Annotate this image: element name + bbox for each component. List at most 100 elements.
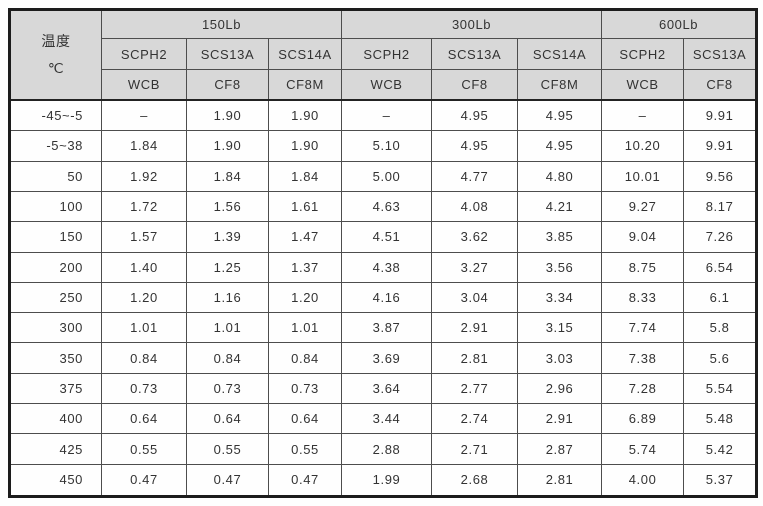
rating-value-cell: 5.6: [683, 342, 758, 374]
rating-value-cell: –: [601, 98, 685, 132]
class-header-150lb: 150Lb: [100, 9, 343, 39]
rating-value-cell: –: [101, 98, 187, 132]
table-header: 温度 ℃ 150Lb 300Lb 600Lb SCPH2 SCS13A SCS1…: [9, 9, 758, 100]
temperature-cell: 375: [9, 372, 102, 405]
rating-value-cell: 1.92: [101, 160, 187, 192]
temperature-cell: 150: [9, 221, 102, 253]
rating-value-cell: 6.89: [601, 403, 685, 435]
rating-value-cell: 3.03: [517, 342, 603, 374]
temperature-cell: 100: [9, 190, 102, 223]
rating-value-cell: 1.90: [267, 98, 343, 132]
rating-value-cell: 4.21: [517, 190, 603, 223]
rating-value-cell: 6.1: [683, 281, 758, 314]
rating-value-cell: 0.84: [101, 342, 187, 374]
rating-value-cell: 5.8: [683, 312, 758, 344]
material-header-300lb-scs13a: SCS13A: [431, 38, 519, 70]
rating-value-cell: 4.08: [431, 190, 519, 223]
rating-value-cell: 4.00: [601, 463, 685, 498]
material-header-300lb-scs14a: SCS14A: [517, 38, 603, 70]
rating-value-cell: 0.64: [267, 403, 343, 435]
rating-value-cell: 4.63: [341, 190, 433, 223]
rating-value-cell: 1.56: [186, 190, 269, 223]
rating-value-cell: 1.20: [101, 281, 187, 314]
rating-value-cell: 1.16: [186, 281, 269, 314]
rating-value-cell: 4.80: [517, 160, 603, 192]
rating-value-cell: 0.73: [101, 372, 187, 405]
rating-value-cell: 0.47: [186, 463, 269, 498]
temperature-cell: 300: [9, 312, 102, 344]
rating-value-cell: 2.91: [517, 403, 603, 435]
rating-value-cell: 0.73: [267, 372, 343, 405]
temperature-cell: 250: [9, 281, 102, 314]
rating-value-cell: 3.87: [341, 312, 433, 344]
material-header-150lb-scph2: SCPH2: [101, 38, 187, 70]
rating-value-cell: 5.48: [683, 403, 758, 435]
rating-value-cell: 3.62: [431, 221, 519, 253]
rating-value-cell: 5.42: [683, 433, 758, 465]
table-row: 200 1.40 1.25 1.37 4.38 3.27 3.56 8.75 6.54: [9, 251, 758, 283]
table-row: 375 0.73 0.73 0.73 3.64 2.77 2.96 7.28 5.54: [9, 372, 758, 405]
rating-value-cell: 7.26: [683, 221, 758, 253]
rating-value-cell: 0.47: [101, 463, 187, 498]
material-header-300lb-cf8m: CF8M: [517, 69, 603, 100]
temperature-header-label: 温度: [41, 33, 71, 50]
rating-value-cell: 4.77: [431, 160, 519, 192]
rating-value-cell: 1.40: [101, 251, 187, 283]
rating-value-cell: 0.47: [267, 463, 343, 498]
material-header-600lb-scs13a: SCS13A: [683, 38, 758, 70]
rating-value-cell: 7.28: [601, 372, 685, 405]
table-body: -45~-5–1.90 1.90–4.95 4.95–9.91 -5~38 1.84 1.…: [9, 98, 758, 498]
rating-value-cell: 5.37: [683, 463, 758, 498]
rating-value-cell: 4.95: [431, 130, 519, 162]
rating-value-cell: 4.51: [341, 221, 433, 253]
material-header-300lb-scph2: SCPH2: [341, 38, 433, 70]
rating-value-cell: 1.01: [101, 312, 187, 344]
rating-value-cell: 4.95: [517, 98, 603, 132]
rating-value-cell: 1.01: [186, 312, 269, 344]
rating-value-cell: 3.15: [517, 312, 603, 344]
temperature-cell: 400: [9, 403, 102, 435]
rating-value-cell: 9.91: [683, 130, 758, 162]
temperature-cell: 200: [9, 251, 102, 283]
rating-value-cell: 9.27: [601, 190, 685, 223]
material-header-300lb-cf8: CF8: [431, 69, 519, 100]
rating-value-cell: 4.95: [517, 130, 603, 162]
rating-value-cell: 7.74: [601, 312, 685, 344]
material-header-300lb-wcb: WCB: [341, 69, 433, 100]
temperature-cell: 50: [9, 160, 102, 192]
rating-value-cell: 1.37: [267, 251, 343, 283]
rating-value-cell: 4.95: [431, 98, 519, 132]
rating-value-cell: 0.55: [267, 433, 343, 465]
table-row: 100 1.72 1.56 1.61 4.63 4.08 4.21 9.27 8.17: [9, 190, 758, 223]
rating-value-cell: 1.90: [267, 130, 343, 162]
rating-value-cell: 1.90: [186, 98, 269, 132]
temperature-cell: -5~38: [9, 130, 102, 162]
rating-value-cell: 2.87: [517, 433, 603, 465]
material-header-150lb-cf8m: CF8M: [267, 69, 343, 100]
table-row: 400 0.64 0.64 0.64 3.44 2.74 2.91 6.89 5.48: [9, 403, 758, 435]
rating-value-cell: 1.20: [267, 281, 343, 314]
table-row: 150 1.57 1.39 1.47 4.51 3.62 3.85 9.04 7.26: [9, 221, 758, 253]
table-row: 50 1.92 1.84 1.84 5.00 4.77 4.80 10.01 9.56: [9, 160, 758, 192]
rating-value-cell: 5.54: [683, 372, 758, 405]
temperature-header-cell: 温度 ℃: [9, 9, 102, 100]
rating-value-cell: 0.84: [186, 342, 269, 374]
rating-value-cell: 1.25: [186, 251, 269, 283]
rating-value-cell: 8.17: [683, 190, 758, 223]
class-header-600lb: 600Lb: [601, 9, 758, 39]
rating-value-cell: 1.99: [341, 463, 433, 498]
material-header-600lb-wcb: WCB: [601, 69, 685, 100]
rating-value-cell: 4.16: [341, 281, 433, 314]
rating-value-cell: 1.61: [267, 190, 343, 223]
rating-value-cell: 0.73: [186, 372, 269, 405]
equivalent-material-header-row: WCB CF8 CF8M WCB CF8 CF8M WCB CF8: [10, 69, 758, 100]
rating-value-cell: 3.04: [431, 281, 519, 314]
rating-value-cell: 9.91: [683, 98, 758, 132]
rating-value-cell: 10.01: [601, 160, 685, 192]
rating-value-cell: 5.74: [601, 433, 685, 465]
rating-value-cell: 1.84: [101, 130, 187, 162]
rating-value-cell: 1.84: [186, 160, 269, 192]
rating-value-cell: 8.75: [601, 251, 685, 283]
temperature-cell: 425: [9, 433, 102, 465]
